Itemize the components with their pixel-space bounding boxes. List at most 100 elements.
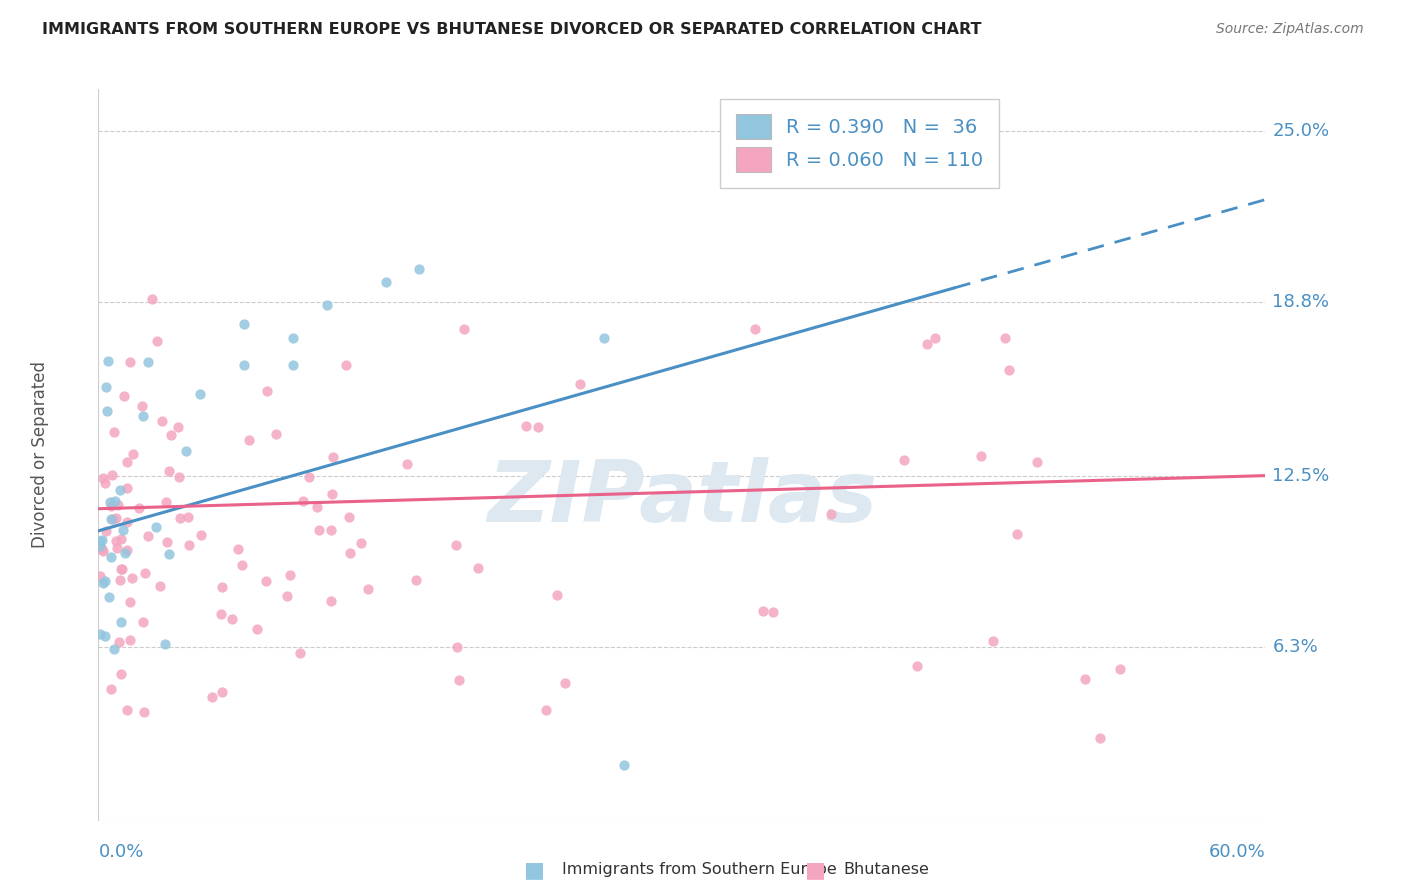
Point — [254, 574, 277, 589]
Point — [322, 450, 344, 464]
Point — [924, 330, 946, 344]
Point — [157, 547, 180, 561]
Point — [115, 515, 138, 529]
Point — [276, 589, 298, 603]
Point — [97, 354, 120, 368]
Text: Immigrants from Southern Europe: Immigrants from Southern Europe — [562, 863, 837, 877]
Point — [893, 453, 915, 467]
Point — [751, 604, 773, 618]
Point — [554, 675, 576, 690]
Point — [744, 322, 766, 336]
Point — [190, 527, 212, 541]
Point — [994, 331, 1017, 345]
Text: IMMIGRANTS FROM SOUTHERN EUROPE VS BHUTANESE DIVORCED OR SEPARATED CORRELATION C: IMMIGRANTS FROM SOUTHERN EUROPE VS BHUTA… — [42, 22, 981, 37]
Point — [110, 562, 132, 576]
Point — [94, 475, 117, 490]
Point — [141, 292, 163, 306]
Point — [233, 358, 256, 372]
Point — [120, 355, 142, 369]
Point — [534, 703, 557, 717]
Point — [188, 387, 211, 401]
Point — [278, 568, 301, 582]
Point — [915, 336, 938, 351]
Point — [150, 414, 173, 428]
Point — [89, 627, 111, 641]
Point — [179, 538, 201, 552]
Point — [138, 355, 160, 369]
Point — [226, 541, 249, 556]
Point — [444, 538, 467, 552]
Point — [100, 549, 122, 564]
Point — [1108, 662, 1130, 676]
Point — [91, 575, 114, 590]
Point — [90, 541, 112, 556]
Point — [1074, 672, 1097, 686]
Point — [105, 541, 128, 556]
Point — [998, 362, 1021, 376]
Point — [134, 705, 156, 719]
Point — [467, 561, 489, 575]
Point — [98, 495, 121, 509]
Point — [905, 658, 928, 673]
Point — [114, 546, 136, 560]
Point — [145, 334, 167, 349]
Point — [132, 615, 155, 630]
Point — [177, 509, 200, 524]
Text: Divorced or Separated: Divorced or Separated — [31, 361, 49, 549]
Point — [105, 510, 128, 524]
Point — [527, 420, 550, 434]
Point — [762, 605, 785, 619]
Point — [155, 494, 177, 508]
Point — [308, 523, 330, 537]
Point — [337, 510, 360, 524]
Point — [110, 667, 132, 681]
Point — [115, 703, 138, 717]
Point — [91, 471, 114, 485]
Point — [547, 588, 569, 602]
Text: Bhutanese: Bhutanese — [844, 863, 929, 877]
Point — [118, 595, 141, 609]
Point — [447, 673, 470, 688]
Point — [375, 276, 398, 290]
Point — [211, 580, 233, 594]
Legend: R = 0.390   N =  36, R = 0.060   N = 110: R = 0.390 N = 36, R = 0.060 N = 110 — [720, 99, 998, 188]
Point — [970, 450, 993, 464]
Point — [211, 685, 233, 699]
Text: 60.0%: 60.0% — [1209, 843, 1265, 861]
Point — [335, 358, 357, 372]
Point — [281, 358, 304, 372]
Point — [1088, 731, 1111, 745]
Point — [349, 536, 371, 550]
Point — [408, 261, 430, 276]
Point — [103, 425, 125, 439]
Point — [256, 384, 278, 399]
Point — [94, 574, 117, 589]
Point — [111, 562, 134, 576]
Point — [593, 330, 616, 344]
Point — [515, 418, 537, 433]
Point — [131, 409, 153, 423]
Point — [91, 544, 114, 558]
Point — [100, 468, 122, 483]
Point — [115, 455, 138, 469]
Point — [291, 493, 314, 508]
Point — [231, 558, 253, 573]
Point — [281, 330, 304, 344]
Point — [405, 573, 427, 587]
Point — [201, 690, 224, 704]
Point — [100, 512, 122, 526]
Point — [264, 427, 287, 442]
Point — [134, 566, 156, 580]
Point — [1025, 455, 1047, 469]
Point — [110, 615, 132, 629]
Point — [321, 486, 343, 500]
Point — [103, 642, 125, 657]
Point — [104, 494, 127, 508]
Point — [246, 622, 269, 636]
Point — [89, 534, 111, 549]
Point — [94, 629, 117, 643]
Point — [117, 481, 139, 495]
Point — [112, 523, 135, 537]
Point — [131, 399, 153, 413]
Point — [101, 512, 124, 526]
